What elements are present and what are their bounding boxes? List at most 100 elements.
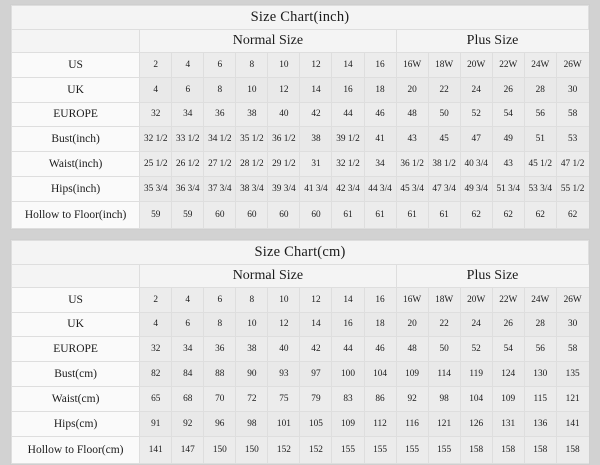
table-row: Hips(inch) 35 3/4 36 3/4 37 3/4 38 3/4 39 3/4… xyxy=(10,175,589,202)
table-cell: 112 xyxy=(363,410,397,437)
size-table-cm: Size Chart(cm) Normal Size Plus Size US 2 4 6 8… xyxy=(10,239,589,464)
table-row: Hollow to Floor(inch) 59 59 60 60 60 60 61 61 61 6… xyxy=(10,200,589,229)
table-cell: 26 1/2 xyxy=(171,151,205,177)
row-label-bustcm: Bust(cm) xyxy=(10,361,141,387)
table-cell: 38 1/2 xyxy=(427,151,461,177)
table-cell: 32 1/2 xyxy=(331,151,365,177)
row-label-hollow-to-floorcm: Hollow to Floor(cm) xyxy=(10,435,141,464)
table-cell: 32 xyxy=(139,336,173,363)
table-cell: 52 xyxy=(459,101,493,128)
table-cell: 16 xyxy=(363,52,397,78)
table-cell: 36 xyxy=(203,336,237,363)
table-cell: 155 xyxy=(427,435,461,464)
table-cell: 109 xyxy=(491,385,525,412)
table-cell: 104 xyxy=(459,385,493,412)
table-cell: 124 xyxy=(491,361,525,387)
table-cell: 75 xyxy=(267,385,301,412)
table-row: EUROPE 32 34 36 38 40 42 44 46 48 50 52 54 56 58 xyxy=(10,336,589,363)
table-cell: 10 xyxy=(267,52,301,78)
row-label-europe: EUROPE xyxy=(10,101,141,128)
table-cell: 20W xyxy=(459,52,493,78)
table-cell: 42 xyxy=(299,336,333,363)
table-cell: 16 xyxy=(331,311,365,338)
table-cell: 150 xyxy=(203,435,237,464)
table-cell: 42 3/4 xyxy=(331,175,365,202)
table-cell: 59 xyxy=(139,200,173,229)
table-cell: 158 xyxy=(523,435,557,464)
table-cell: 16W xyxy=(395,52,429,78)
row-label-hollow-to-floorinch: Hollow to Floor(inch) xyxy=(10,200,141,229)
table-row: US 2 4 6 8 10 12 14 16 16W 18W 20W 22W 24W 26W xyxy=(10,286,589,313)
row-label-us: US xyxy=(10,286,141,313)
table-cell: 22 xyxy=(427,311,461,338)
table-cell: 158 xyxy=(491,435,525,464)
table-cell: 10 xyxy=(235,311,269,338)
table-cell: 121 xyxy=(555,385,589,412)
table-cell: 8 xyxy=(235,286,269,313)
table-cell: 56 xyxy=(523,101,557,128)
table-cell: 30 xyxy=(555,76,589,103)
table-cell: 52 xyxy=(459,336,493,363)
table-cell: 38 xyxy=(299,126,333,153)
table-cell: 60 xyxy=(203,200,237,229)
chart-title-inch: Size Chart(inch) xyxy=(11,5,589,30)
table-cell: 45 3/4 xyxy=(395,175,429,202)
table-cell: 98 xyxy=(235,410,269,437)
table-cell: 58 xyxy=(555,336,589,363)
table-cell: 43 xyxy=(491,151,525,177)
table-cell: 68 xyxy=(171,385,205,412)
row-label-us: US xyxy=(10,52,141,78)
table-cell: 18 xyxy=(363,76,397,103)
table-cell: 60 xyxy=(235,200,269,229)
row-label-waistcm: Waist(cm) xyxy=(10,385,141,412)
table-cell: 38 3/4 xyxy=(235,175,269,202)
table-cell: 4 xyxy=(139,76,173,103)
table-cell: 96 xyxy=(203,410,237,437)
table-cell: 4 xyxy=(171,286,205,313)
table-cell: 35 3/4 xyxy=(139,175,173,202)
table-cell: 8 xyxy=(235,52,269,78)
table-cell: 83 xyxy=(331,385,365,412)
group-header-row: Normal Size Plus Size xyxy=(10,29,589,53)
table-cell: 16 xyxy=(331,76,365,103)
table-cell: 24 xyxy=(459,311,493,338)
table-cell: 6 xyxy=(171,76,205,103)
table-cell: 26W xyxy=(555,52,589,78)
table-cell: 131 xyxy=(491,410,525,437)
table-cell: 70 xyxy=(203,385,237,412)
table-cell: 55 1/2 xyxy=(555,175,589,202)
table-cell: 8 xyxy=(203,311,237,338)
table-cell: 61 xyxy=(363,200,397,229)
table-cell: 50 xyxy=(427,101,461,128)
table-cell: 18 xyxy=(363,311,397,338)
group-header-normal-size: Normal Size xyxy=(139,263,397,288)
table-cell: 27 1/2 xyxy=(203,151,237,177)
table-cell: 14 xyxy=(331,286,365,313)
table-cell: 42 xyxy=(299,101,333,128)
table-cell: 53 3/4 xyxy=(523,175,557,202)
table-row: UK 4 6 8 10 12 14 16 18 20 22 24 26 28 30 xyxy=(10,311,589,338)
table-row: Hips(cm) 91 92 96 98 101 105 109 112 116 121 126 131… xyxy=(10,410,589,437)
table-cell: 36 1/2 xyxy=(267,126,301,153)
table-cell: 101 xyxy=(267,410,301,437)
table-cell: 54 xyxy=(491,336,525,363)
table-cell: 36 xyxy=(203,101,237,128)
table-cell: 92 xyxy=(395,385,429,412)
table-cell: 147 xyxy=(171,435,205,464)
table-cell: 62 xyxy=(555,200,589,229)
table-cell: 2 xyxy=(139,286,173,313)
table-cell: 12 xyxy=(267,76,301,103)
chart-title-row: Size Chart(cm) xyxy=(11,239,589,265)
table-cell: 32 xyxy=(139,101,173,128)
table-cell: 100 xyxy=(331,361,365,387)
table-cell: 10 xyxy=(267,286,301,313)
table-cell: 59 xyxy=(171,200,205,229)
table-cell: 48 xyxy=(395,336,429,363)
table-cell: 105 xyxy=(299,410,333,437)
table-cell: 72 xyxy=(235,385,269,412)
table-cell: 14 xyxy=(299,311,333,338)
table-cell: 109 xyxy=(395,361,429,387)
size-chart-cm: Size Chart(cm) Normal Size Plus Size US 2 4 6 8… xyxy=(10,238,590,465)
table-cell: 28 xyxy=(523,311,557,338)
